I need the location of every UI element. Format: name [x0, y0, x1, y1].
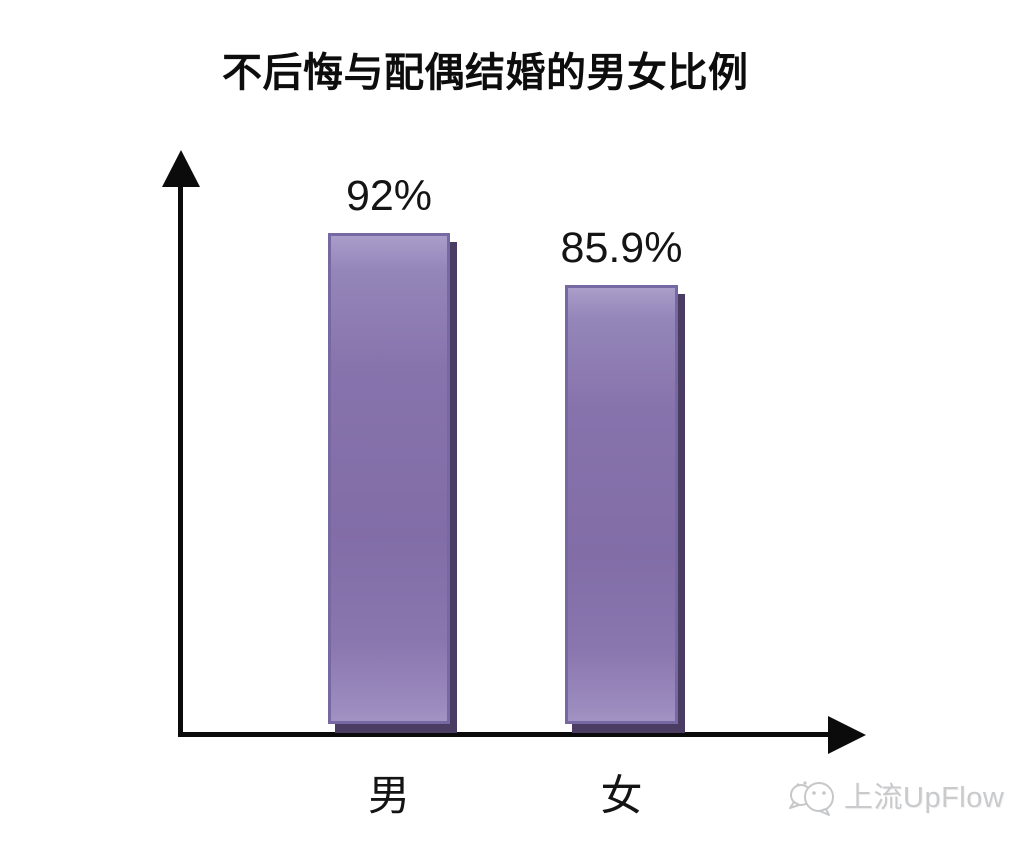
watermark-label: 上流UpFlow [844, 782, 1005, 814]
category-label-male: 男 [367, 772, 410, 819]
chart-title: 不后悔与配偶结婚的男女比例 [222, 51, 749, 95]
bar-group-female: 85.9% [561, 224, 682, 724]
bar-rect-male [328, 233, 450, 724]
bar-value-label: 92% [345, 172, 433, 220]
bar-value-label: 85.9% [560, 224, 683, 272]
bar-group-male: 92% [328, 172, 450, 724]
y-axis-line [178, 180, 183, 733]
category-label-female: 女 [600, 772, 643, 819]
x-axis-line [178, 732, 830, 737]
bar-rect-female [565, 285, 678, 724]
x-axis-arrow-icon [828, 716, 866, 754]
upflow-mascot-icon [789, 781, 834, 816]
watermark: 上流UpFlow [786, 770, 1004, 820]
